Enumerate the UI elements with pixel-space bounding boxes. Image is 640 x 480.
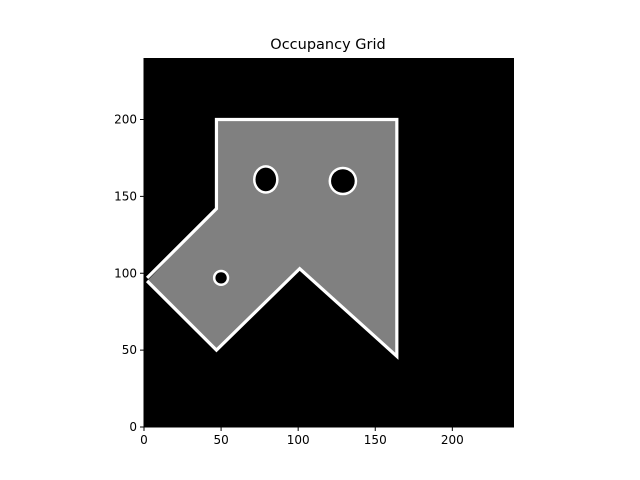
occupied-wall-boundary xyxy=(145,117,399,360)
x-tick-label: 100 xyxy=(287,433,310,447)
y-tick-label: 200 xyxy=(114,113,137,127)
x-tick-label: 150 xyxy=(364,433,387,447)
y-tick-label: 100 xyxy=(114,266,137,280)
x-tick-label: 200 xyxy=(441,433,464,447)
x-tick-label: 0 xyxy=(140,433,148,447)
x-axis: 0 50 100 150 200 xyxy=(140,426,514,447)
y-tick-label: 150 xyxy=(114,189,137,203)
obstacle-1 xyxy=(255,167,277,192)
y-tick-label: 50 xyxy=(122,343,137,357)
x-tick-label: 50 xyxy=(213,433,228,447)
obstacle-2 xyxy=(331,169,355,193)
y-axis: 0 50 100 150 200 xyxy=(114,58,145,434)
chart-title: Occupancy Grid xyxy=(270,37,385,53)
y-tick-label: 0 xyxy=(129,420,137,434)
obstacle-3 xyxy=(215,272,227,284)
plot-area xyxy=(144,58,514,427)
